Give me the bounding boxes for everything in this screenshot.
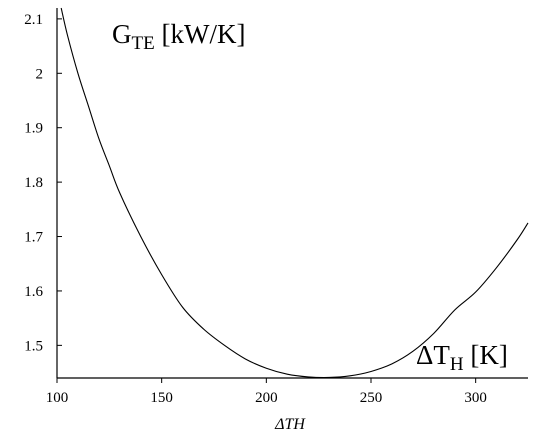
annotation-dth-main: ΔT [416,340,450,370]
x-tick-label: 300 [464,390,487,406]
x-tick-label: 150 [150,390,173,406]
tick-labels: 100 150 200 250 300 1.5 1.6 1.7 1.8 1.9 2 2.1 [24,12,487,406]
y-tick-label: 2 [36,66,44,82]
y-tick-label: 1.6 [24,284,43,300]
axes [56,8,528,379]
annotation-gte: GTE [kW/K] [112,19,245,54]
ticks [56,18,477,383]
annotation-dth-sub: H [450,354,464,375]
annotation-gte-rest: [kW/K] [155,19,246,49]
y-tick-label: 1.9 [24,121,43,137]
x-axis-label: ΔTH [274,416,306,433]
y-tick-label: 1.8 [24,175,43,191]
series-line [60,7,529,379]
x-tick-label: 100 [46,390,69,406]
annotation-dth-rest: [K] [464,340,508,370]
x-tick-label: 200 [255,390,278,406]
y-tick-label: 1.7 [24,230,43,246]
annotation-gte-main: G [112,19,132,49]
x-tick-label: 250 [360,390,383,406]
y-tick-label: 2.1 [24,12,43,28]
annotation-dth: ΔTH [K] [416,340,508,375]
y-tick-label: 1.5 [24,338,43,354]
annotation-gte-sub: TE [132,33,155,54]
